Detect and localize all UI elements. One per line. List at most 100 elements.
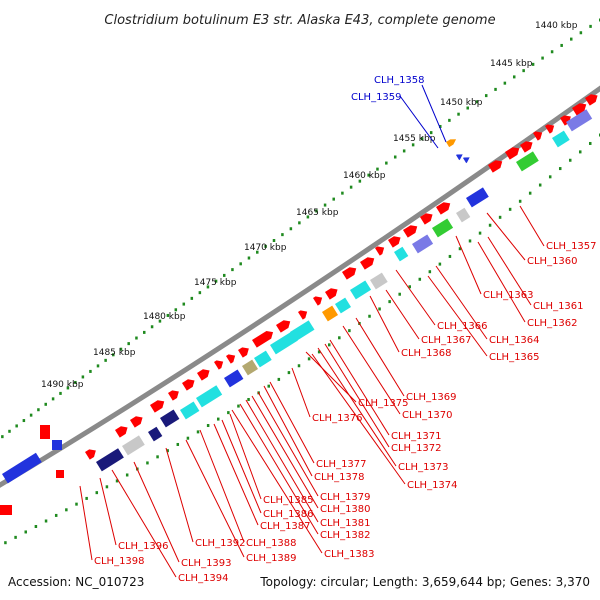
gene-label[interactable]: CLH_1371 [391,431,442,442]
gene-label[interactable]: CLH_1372 [391,443,442,454]
gene-block [463,157,470,164]
tick-label: 1470 kbp [244,243,287,253]
gene-block [322,305,339,322]
leader-line [385,289,420,340]
inner-tick-dot [558,167,562,171]
genome-summary-text: Topology: circular; Length: 3,659,644 bp… [259,575,590,589]
outer-tick-dot [29,413,33,417]
gene-block [412,234,434,254]
gene-labels: CLH_1358 CLH_1359 CLH_1357 CLH_1360 CLH_1361… [79,75,597,584]
outer-tick-dot [74,380,77,384]
leader-line [435,265,488,340]
gene-block [572,103,587,116]
gene-label[interactable]: CLH_1368 [401,348,452,359]
gene-block [56,470,64,478]
leader-line [257,391,319,497]
gene-label[interactable]: CLH_1394 [178,573,229,584]
inner-tick-dot [578,150,582,154]
gene-label[interactable]: CLH_1359 [351,92,402,103]
gene-label[interactable]: CLH_1381 [320,518,371,529]
outer-tick-dot [272,239,276,242]
inner-tick-dot [54,513,58,517]
outer-tick-dot [298,221,301,225]
inner-tick-dot [34,525,38,529]
gene-label[interactable]: CLH_1382 [320,530,371,541]
gene-label[interactable]: CLH_1380 [320,504,371,515]
outer-tick-dot [256,250,259,254]
gene-block [394,246,409,262]
gene-block [545,124,555,134]
gene-label[interactable]: CLH_1377 [316,459,367,470]
outer-tick-dot [475,100,479,104]
gene-block [226,354,236,364]
inner-tick-dot [548,175,552,179]
gene-label[interactable]: CLH_1362 [527,318,578,329]
gene-label[interactable]: CLH_1396 [118,541,169,552]
inner-tick-dot [85,496,88,500]
inner-tick-dot [468,239,472,243]
inner-tick-dot [146,461,149,465]
gene-block [516,151,539,172]
gene-label[interactable]: CLH_1386 [263,509,314,520]
outer-tick-dot [589,24,592,28]
leader-line [213,423,259,526]
gene-label[interactable]: CLH_1383 [324,549,375,560]
gene-block [375,246,385,256]
inner-tick-dot [105,485,109,489]
gene-track [0,94,598,515]
gene-label[interactable]: CLH_1379 [320,492,371,503]
inner-tick-dot [206,424,210,428]
gene-label[interactable]: CLH_1389 [246,553,297,564]
inner-tick-dot [408,285,411,289]
gene-label[interactable]: CLH_1375 [358,398,409,409]
gene-label[interactable]: CLH_1385 [263,495,314,506]
outer-tick-dot [289,227,293,231]
inner-tick-dot [267,384,270,388]
tick-label: 1485 kbp [93,348,136,358]
inner-tick-dot [438,262,442,266]
gene-label[interactable]: CLH_1398 [94,556,145,567]
gene-label[interactable]: CLH_1366 [437,321,488,332]
gene-label[interactable]: CLH_1358 [374,75,425,86]
tick-label: 1475 kbp [194,278,237,288]
inner-tick-dot [4,541,7,545]
gene-label[interactable]: CLH_1367 [421,335,472,346]
outer-tick-dot [393,155,397,159]
gene-block [585,94,598,106]
gene-label[interactable]: CLH_1363 [483,290,534,301]
gene-label[interactable]: CLH_1378 [314,472,365,483]
outer-tick-dot [104,358,107,362]
gene-label[interactable]: CLH_1357 [546,241,597,252]
gene-block [96,448,124,472]
gene-label[interactable]: CLH_1393 [181,558,232,569]
gene-label[interactable]: CLH_1361 [533,301,584,312]
inner-tick-dot [428,270,432,274]
gene-block [148,426,163,442]
gene-label[interactable]: CLH_1387 [260,521,311,532]
tick-label: 1440 kbp [535,21,578,31]
tick-label: 1455 kbp [393,134,436,144]
gene-label[interactable]: CLH_1374 [407,480,458,491]
inner-tick-dot [277,377,281,381]
outer-tick-dot [198,291,202,295]
outer-tick-dot [512,75,516,79]
gene-block [242,359,259,376]
leader-line [487,236,532,306]
leader-line [455,235,482,295]
inner-tick-dot [588,141,592,145]
leader-line [317,347,397,467]
outer-tick-dot [231,268,234,272]
gene-label[interactable]: CLH_1369 [406,392,457,403]
gene-label[interactable]: CLH_1360 [527,256,578,267]
inner-tick-dot [528,191,532,195]
gene-label[interactable]: CLH_1364 [489,335,540,346]
gene-label[interactable]: CLH_1388 [246,538,297,549]
gene-label[interactable]: CLH_1376 [312,413,363,424]
gene-label[interactable]: CLH_1370 [402,410,453,421]
gene-label[interactable]: CLH_1373 [398,462,449,473]
gene-label[interactable]: CLH_1392 [195,538,246,549]
gene-block [85,449,96,460]
outer-tick-dot [190,296,194,300]
tick-label: 1450 kbp [440,98,483,108]
gene-label[interactable]: CLH_1365 [489,352,540,363]
